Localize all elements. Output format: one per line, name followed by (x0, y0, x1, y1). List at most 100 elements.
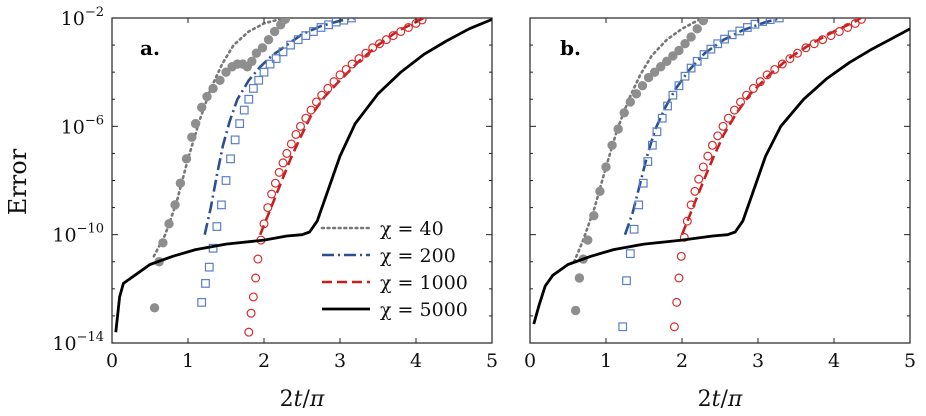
data-point-open-circle (679, 232, 689, 242)
data-point-open-circle (690, 186, 700, 196)
series-line (680, 18, 862, 236)
data-point-open-circle (306, 105, 316, 115)
data-point-open-circle (713, 131, 723, 141)
data-point-filled-circle (595, 186, 605, 197)
data-point-open-circle (856, 18, 866, 24)
data-point-open-circle (669, 322, 679, 332)
x-tick-label: 0 (524, 350, 536, 372)
data-point-open-circle (274, 167, 284, 177)
x-tick-label: 2 (676, 350, 688, 372)
data-point-open-circle (329, 77, 339, 87)
data-point-filled-circle (680, 39, 690, 49)
data-point-open-circle (301, 113, 311, 123)
series-line (572, 18, 705, 264)
data-point-open-circle (311, 97, 321, 107)
data-point-open-circle (762, 70, 772, 80)
data-point-open-circle (244, 327, 254, 337)
data-point-open-circle (793, 48, 803, 58)
data-point-filled-circle (625, 97, 636, 107)
panel-b-label: b. (560, 36, 581, 60)
data-point-filled-circle (158, 238, 168, 248)
data-point-open-circle (686, 200, 696, 210)
data-point-open-circle (674, 273, 684, 283)
data-point-filled-circle (589, 211, 599, 221)
data-point-open-circle (248, 292, 258, 302)
data-point-open-circle (672, 297, 682, 307)
legend: χ = 40 χ = 200 χ = 1000 χ = 5000 (320, 218, 468, 321)
data-point-open-square (706, 44, 716, 54)
data-point-open-square (239, 105, 249, 115)
data-point-open-circle (770, 64, 780, 74)
series-line (623, 18, 782, 236)
data-point-open-circle (676, 251, 686, 261)
data-point-open-square (647, 140, 657, 150)
data-point-open-square (686, 63, 696, 73)
data-point-open-circle (361, 48, 371, 58)
data-point-open-square (248, 84, 258, 93)
data-point-open-circle (736, 97, 746, 107)
data-point-filled-circle (215, 75, 225, 85)
x-axis-label-a-pi: π (309, 387, 325, 412)
data-point-filled-circle (280, 18, 290, 25)
x-axis-label-b-pi: π (727, 387, 743, 412)
data-point-open-circle (291, 129, 301, 139)
data-point-open-square (680, 71, 690, 81)
y-tick-label: 10−2 (61, 5, 104, 30)
data-point-open-square (618, 322, 628, 332)
data-point-open-square (663, 101, 672, 111)
data-point-open-square (643, 157, 653, 166)
data-point-filled-circle (247, 56, 257, 67)
data-point-open-square (204, 262, 214, 272)
data-point-open-circle (267, 189, 277, 199)
data-point-filled-circle (574, 273, 585, 283)
panel-a-frame (111, 17, 493, 344)
data-point-open-circle (818, 35, 828, 45)
legend-entry-label: χ = 40 (380, 218, 444, 240)
data-point-filled-circle (263, 34, 274, 45)
data-point-open-circle (253, 254, 263, 264)
data-point-open-square (622, 276, 631, 286)
x-axis-label-a-t: t (294, 387, 303, 412)
data-point-open-circle (381, 35, 391, 45)
series-line (532, 27, 910, 325)
panel-b-series-group (532, 18, 910, 332)
x-tick-label: 5 (904, 350, 916, 372)
x-axis-label-b-t: t (712, 387, 721, 412)
legend-entry-label: χ = 1000 (380, 272, 468, 294)
series-line (114, 18, 492, 333)
data-point-filled-circle (601, 162, 611, 172)
x-tick-label: 1 (182, 350, 194, 372)
data-point-open-square (629, 224, 639, 234)
data-point-open-circle (809, 39, 819, 49)
y-tick-label-exponent: −6 (85, 113, 104, 128)
data-point-open-circle (850, 18, 860, 28)
data-point-open-square (235, 119, 245, 129)
data-point-filled-circle (662, 56, 672, 67)
data-point-filled-circle (583, 235, 593, 245)
data-point-open-square (634, 200, 644, 210)
panel-b-frame (529, 17, 911, 344)
data-point-filled-circle (631, 89, 642, 99)
data-point-open-square (254, 75, 264, 85)
data-point-open-circle (263, 203, 273, 213)
data-point-open-square (699, 50, 709, 59)
data-point-filled-circle (164, 219, 174, 229)
data-point-open-circle (278, 158, 288, 168)
data-point-open-circle (698, 162, 708, 172)
data-point-open-circle (317, 90, 327, 100)
data-point-open-square (674, 81, 684, 91)
data-point-open-circle (755, 77, 765, 87)
data-point-filled-circle (269, 26, 280, 37)
y-tick-label-exponent: −2 (85, 5, 104, 20)
x-tick-label: 0 (106, 350, 118, 372)
x-axis-label-a-2: 2 (280, 387, 294, 412)
y-tick-label-base: 10 (61, 116, 85, 138)
data-point-open-circle (777, 59, 787, 69)
series-line (203, 18, 356, 235)
data-point-filled-circle (187, 132, 197, 142)
data-point-open-circle (341, 64, 351, 74)
data-point-filled-circle (613, 124, 623, 134)
data-point-open-circle (354, 54, 364, 64)
